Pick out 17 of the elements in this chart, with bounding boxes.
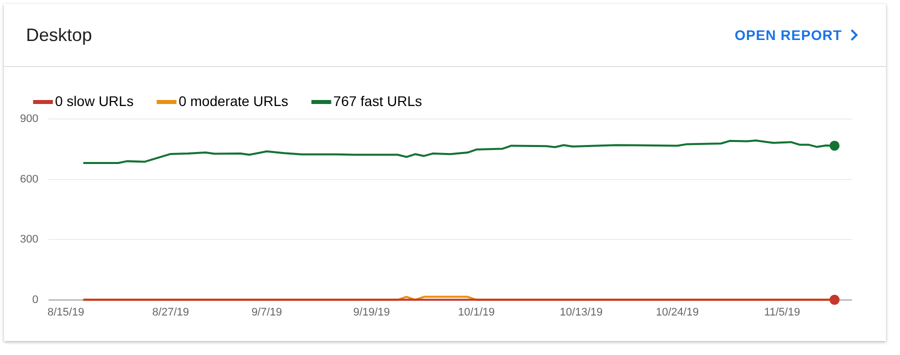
y-tick-label: 0 [32, 294, 38, 306]
legend-label: 767 fast URLs [333, 92, 422, 109]
y-tick-label: 300 [20, 234, 38, 246]
x-tick-label: 9/19/19 [353, 306, 390, 318]
x-tick-label: 9/7/19 [251, 306, 282, 318]
legend-label: 0 slow URLs [55, 92, 134, 109]
y-tick-label: 600 [20, 173, 38, 186]
legend-label: 0 moderate URLs [178, 92, 288, 109]
y-tick-label: 900 [20, 113, 38, 126]
x-tick-label: 10/24/19 [656, 306, 699, 318]
x-tick-label: 10/1/19 [458, 306, 495, 318]
x-tick-label: 8/27/19 [152, 306, 189, 318]
text: OPEN REPORT [734, 27, 842, 43]
x-tick-label: 10/13/19 [560, 306, 603, 318]
x-tick-label: 11/5/19 [764, 306, 800, 318]
chart-title: Desktop [26, 24, 92, 46]
x-tick-label: 8/15/19 [47, 306, 84, 318]
